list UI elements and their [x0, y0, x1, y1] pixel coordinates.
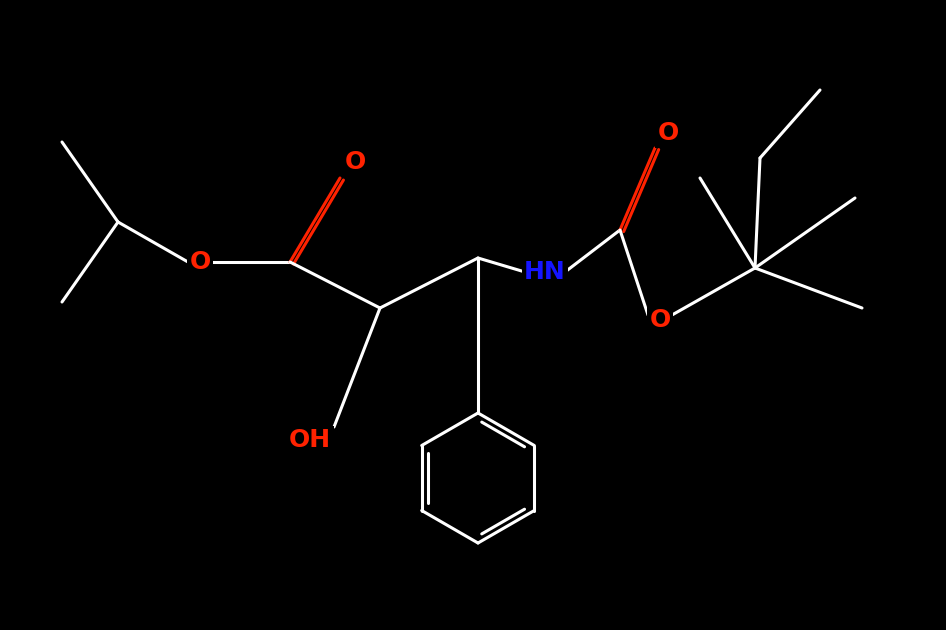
Text: O: O: [189, 250, 211, 274]
Text: OH: OH: [289, 428, 331, 452]
Text: O: O: [657, 121, 678, 145]
Text: O: O: [344, 150, 365, 174]
Text: HN: HN: [524, 260, 566, 284]
Text: O: O: [649, 308, 671, 332]
